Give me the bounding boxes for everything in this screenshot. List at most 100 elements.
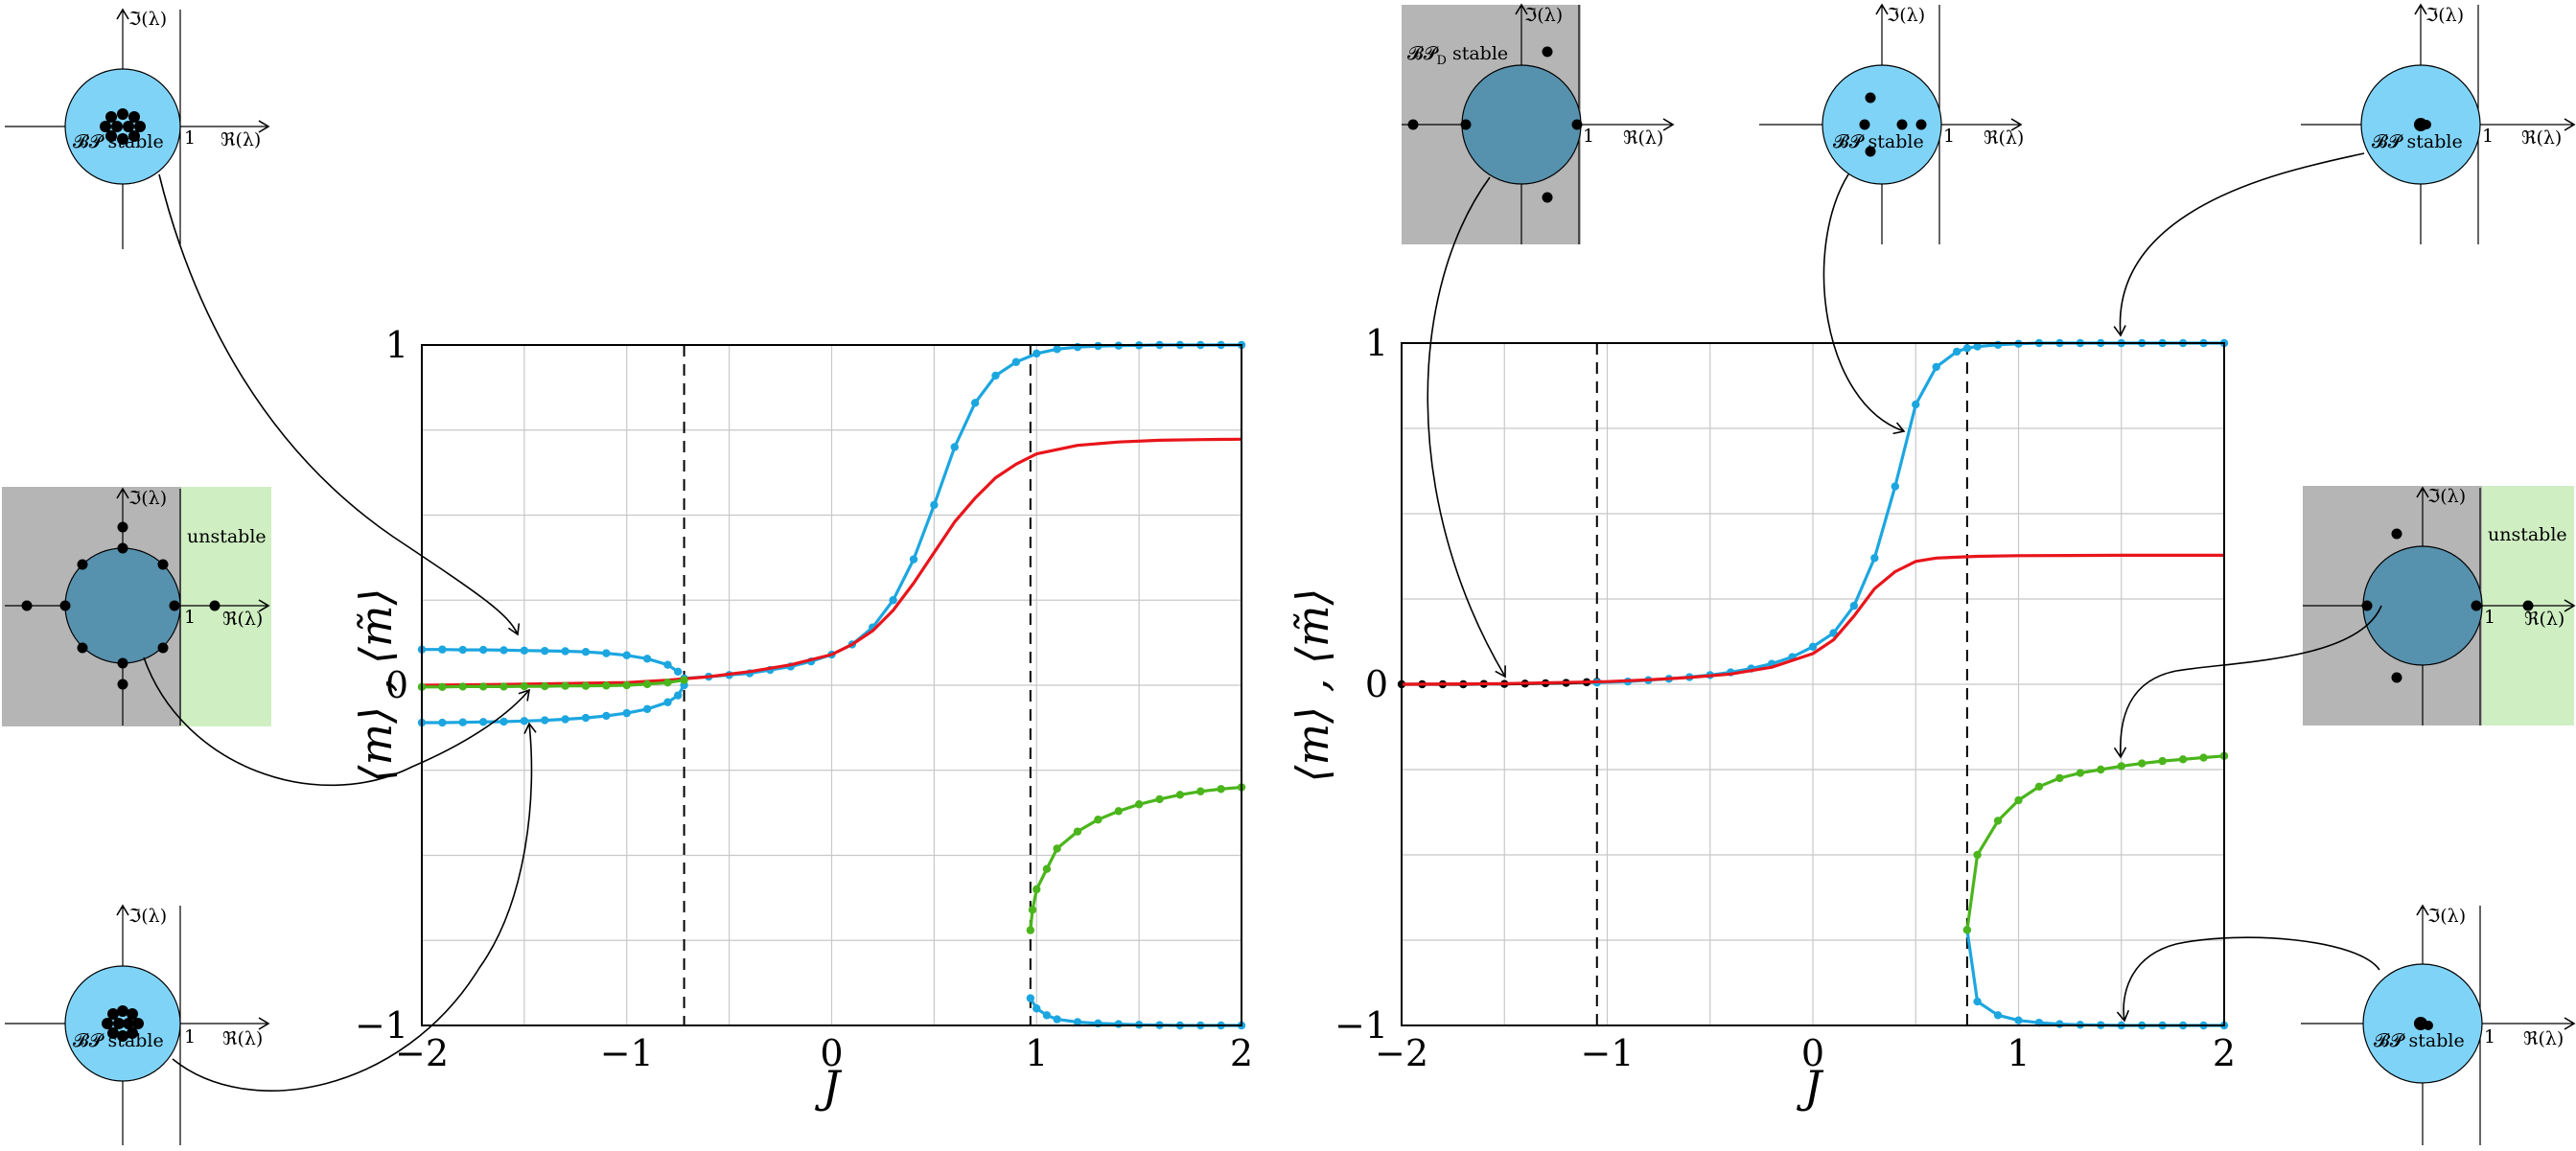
left-series-blue-point: [1053, 345, 1061, 354]
left-series-blue-point: [1073, 1018, 1082, 1026]
left-series-green-point: [478, 682, 488, 691]
svg-text:1: 1: [1943, 126, 1955, 147]
right-series-green-point: [1962, 926, 1972, 934]
left-series-blue-point: [438, 718, 447, 727]
left-series-blue-point: [1053, 1015, 1061, 1024]
svg-text:ℑ(λ): ℑ(λ): [128, 9, 167, 30]
left-series-blue-point: [930, 500, 939, 510]
left-series-green-point: [1033, 885, 1041, 894]
svg-text:𝓑𝓟 stable: 𝓑𝓟 stable: [2372, 131, 2463, 152]
right-y-tick-label: 1: [1365, 322, 1388, 364]
right-series-blue-point: [2055, 1020, 2064, 1028]
svg-text:𝓑𝓟 stable: 𝓑𝓟 stable: [73, 131, 164, 152]
left-x-tick-label: 2: [1230, 1032, 1253, 1074]
right-series-blue-point: [1993, 340, 2003, 349]
left-series-green-point: [642, 679, 652, 689]
left-series-blue-point: [1094, 341, 1102, 351]
right-series-blue-point: [2014, 1016, 2023, 1024]
right-series-blue-point: [1808, 642, 1818, 652]
eigenvalue-points: [102, 1005, 144, 1042]
left-series-green-point: [1026, 926, 1035, 934]
right-series-green-point: [2014, 795, 2023, 805]
left-series-green-point: [438, 682, 447, 691]
left-series-blue-point: [478, 645, 488, 655]
left-x-tick-label: −2: [395, 1032, 449, 1074]
right-series-green-point: [2138, 759, 2147, 768]
left-series-blue-point: [1114, 1020, 1123, 1028]
left-series-blue-point: [663, 698, 672, 706]
left-series-blue-point: [642, 704, 652, 714]
left-series-green-point: [520, 681, 529, 691]
inset-eigen-right-top-1: 𝓑𝓟D stable 1 ℜ(λ) ℑ(λ): [1402, 3, 1675, 244]
left-series-green-point: [1053, 844, 1061, 853]
left-series-blue-point: [478, 718, 488, 726]
left-y-tick-labels: −1 0 1: [355, 324, 408, 1047]
left-series-green-point: [1155, 794, 1164, 804]
left-series-blue-point: [1042, 1011, 1052, 1020]
left-series-blue-point: [663, 660, 672, 669]
svg-text:1: 1: [184, 607, 196, 628]
right-y-tick-label: 0: [1365, 663, 1388, 705]
svg-text:1: 1: [2482, 126, 2494, 147]
left-series-green-point: [1028, 906, 1037, 914]
right-x-tick-label: 2: [2213, 1032, 2236, 1074]
left-y-tick-label: −1: [355, 1004, 408, 1047]
left-series-green-point: [1042, 864, 1052, 873]
left-series-blue-line: [1029, 997, 1242, 1027]
svg-text:ℜ(λ): ℜ(λ): [1984, 127, 2024, 149]
left-series-green-point: [561, 681, 569, 690]
right-series-blue-point: [1870, 554, 1879, 563]
connector-arrow-6: [2113, 152, 2365, 337]
connector-arrow-5: [1822, 173, 1906, 435]
svg-text:1: 1: [1583, 126, 1594, 147]
right-series-green-point: [2097, 765, 2105, 774]
svg-text:1: 1: [184, 1026, 196, 1047]
left-x-axis-label: J: [815, 1061, 843, 1113]
svg-text:𝓑𝓟 stable: 𝓑𝓟 stable: [2374, 1030, 2465, 1051]
left-x-tick-label: 0: [820, 1032, 843, 1074]
unstable-region: [181, 487, 271, 726]
svg-text:ℜ(λ): ℜ(λ): [1623, 127, 1663, 149]
right-series-blue-line: [1965, 930, 2224, 1027]
svg-text:ℑ(λ): ℑ(λ): [2427, 906, 2466, 927]
left-series-green-point: [541, 681, 549, 691]
inset-eigen-left-bottom: 𝓑𝓟 stable 1 ℜ(λ) ℑ(λ): [5, 904, 270, 1145]
left-series-blue-point: [561, 647, 569, 656]
right-series-blue-point: [1891, 482, 1900, 491]
left-x-tick-label: −1: [600, 1032, 654, 1074]
svg-text:ℜ(λ): ℜ(λ): [222, 609, 263, 630]
left-series-blue-point: [520, 646, 529, 655]
right-y-axis-label: ⟨m⟩ , ⟨m̃⟩: [1287, 588, 1338, 783]
svg-text:ℜ(λ): ℜ(λ): [2523, 1028, 2564, 1049]
right-series-blue-point: [1993, 1011, 2003, 1020]
svg-text:ℑ(λ): ℑ(λ): [2427, 486, 2466, 507]
left-series-blue-point: [458, 645, 467, 655]
connector-arrow-2: [143, 656, 531, 787]
inset-eigen-left-middle: unstable 1 ℜ(λ) ℑ(λ): [2, 487, 271, 726]
right-series-green-point: [2055, 773, 2064, 783]
right-series-green-point: [1973, 850, 1982, 860]
left-series-green-point: [602, 681, 611, 690]
eigenvalue-points: [1859, 92, 1927, 157]
left-series-blue-point: [541, 646, 549, 656]
left-series-blue-line: [422, 684, 685, 725]
svg-text:unstable: unstable: [2488, 524, 2567, 545]
right-series-blue-point: [1952, 347, 1961, 357]
left-series-blue-point: [991, 371, 1000, 380]
connector-arrow-4: [1427, 176, 1506, 679]
svg-text:𝓑𝓟 stable: 𝓑𝓟 stable: [73, 1030, 164, 1051]
right-series-green-point: [2199, 753, 2208, 762]
left-series-blue-point: [622, 651, 631, 659]
inset-eigen-right-middle: unstable 1 ℜ(λ) ℑ(λ): [2303, 486, 2576, 725]
left-series-blue-point: [499, 717, 508, 726]
right-x-tick-label: −2: [1375, 1032, 1428, 1074]
right-series-green-point: [2034, 782, 2044, 791]
left-series-red-line: [421, 437, 1242, 687]
left-series-green-point: [1094, 816, 1102, 824]
svg-text:ℑ(λ): ℑ(λ): [128, 906, 167, 927]
connector-arrow-3: [172, 722, 537, 1092]
right-x-tick-label: 0: [1801, 1032, 1824, 1074]
svg-text:ℜ(λ): ℜ(λ): [220, 129, 261, 150]
left-series-blue-point: [541, 716, 549, 725]
left-y-axis-label: ⟨m⟩ , ⟨m̃⟩: [350, 588, 402, 783]
